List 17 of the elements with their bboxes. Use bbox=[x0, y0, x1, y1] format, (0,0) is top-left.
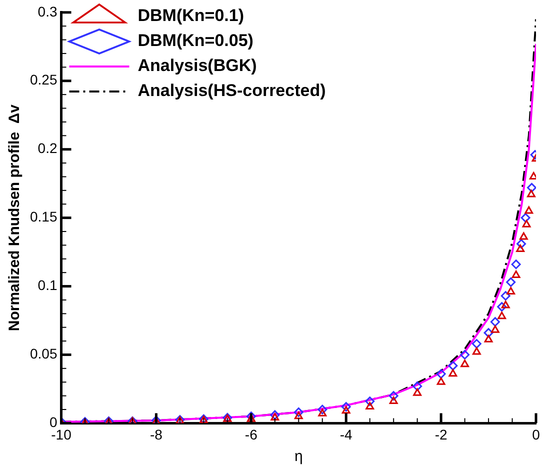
y-tick-label: 0.1 bbox=[38, 277, 58, 294]
y-tick-label: 0.05 bbox=[30, 346, 58, 362]
legend-label: Analysis(BGK) bbox=[138, 56, 257, 76]
legend-label: DBM(Kn=0.1) bbox=[138, 6, 244, 26]
x-tick-label: 0 bbox=[532, 426, 540, 442]
x-tick-label: -8 bbox=[150, 426, 163, 442]
y-tick-label: 0.15 bbox=[30, 208, 58, 225]
y-tick-label: 0.3 bbox=[38, 3, 58, 20]
x-tick-label: -6 bbox=[244, 426, 258, 442]
x-tick-label: -4 bbox=[340, 426, 353, 442]
y-axis-title: Normalized Knudsen profile Δv bbox=[6, 104, 24, 332]
y-tick-label: 0.2 bbox=[38, 140, 58, 156]
y-tick-label: 0.25 bbox=[30, 72, 58, 88]
legend-label: DBM(Kn=0.05) bbox=[138, 31, 254, 50]
legend-label: Analysis(HS-corrected) bbox=[138, 81, 326, 100]
x-tick-label: -2 bbox=[434, 426, 448, 442]
x-axis-title: η bbox=[294, 448, 303, 466]
